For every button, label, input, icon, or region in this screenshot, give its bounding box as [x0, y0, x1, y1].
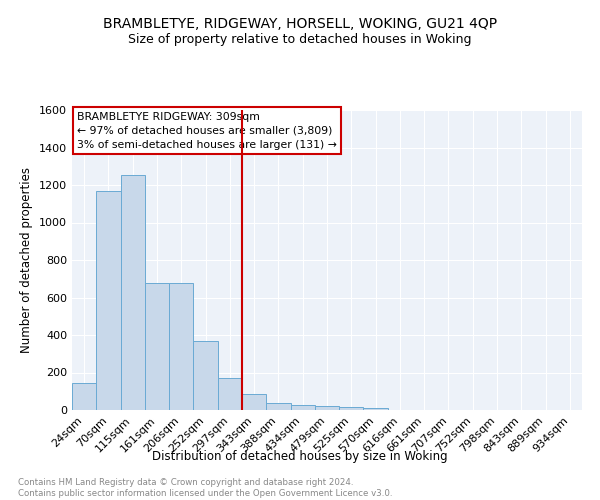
Bar: [242, 394, 266, 410]
Text: Distribution of detached houses by size in Woking: Distribution of detached houses by size …: [152, 450, 448, 463]
Bar: [72, 383, 96, 410]
Bar: [169, 282, 193, 410]
Text: Size of property relative to detached houses in Woking: Size of property relative to detached ho…: [128, 32, 472, 46]
Bar: [145, 282, 169, 410]
Bar: [193, 340, 218, 410]
Bar: [290, 406, 315, 410]
Text: BRAMBLETYE RIDGEWAY: 309sqm
← 97% of detached houses are smaller (3,809)
3% of s: BRAMBLETYE RIDGEWAY: 309sqm ← 97% of det…: [77, 112, 337, 150]
Bar: [364, 408, 388, 410]
Bar: [121, 174, 145, 410]
Text: Contains HM Land Registry data © Crown copyright and database right 2024.
Contai: Contains HM Land Registry data © Crown c…: [18, 478, 392, 498]
Bar: [218, 378, 242, 410]
Text: BRAMBLETYE, RIDGEWAY, HORSELL, WOKING, GU21 4QP: BRAMBLETYE, RIDGEWAY, HORSELL, WOKING, G…: [103, 18, 497, 32]
Bar: [339, 407, 364, 410]
Bar: [266, 404, 290, 410]
Bar: [315, 406, 339, 410]
Bar: [96, 190, 121, 410]
Y-axis label: Number of detached properties: Number of detached properties: [20, 167, 34, 353]
